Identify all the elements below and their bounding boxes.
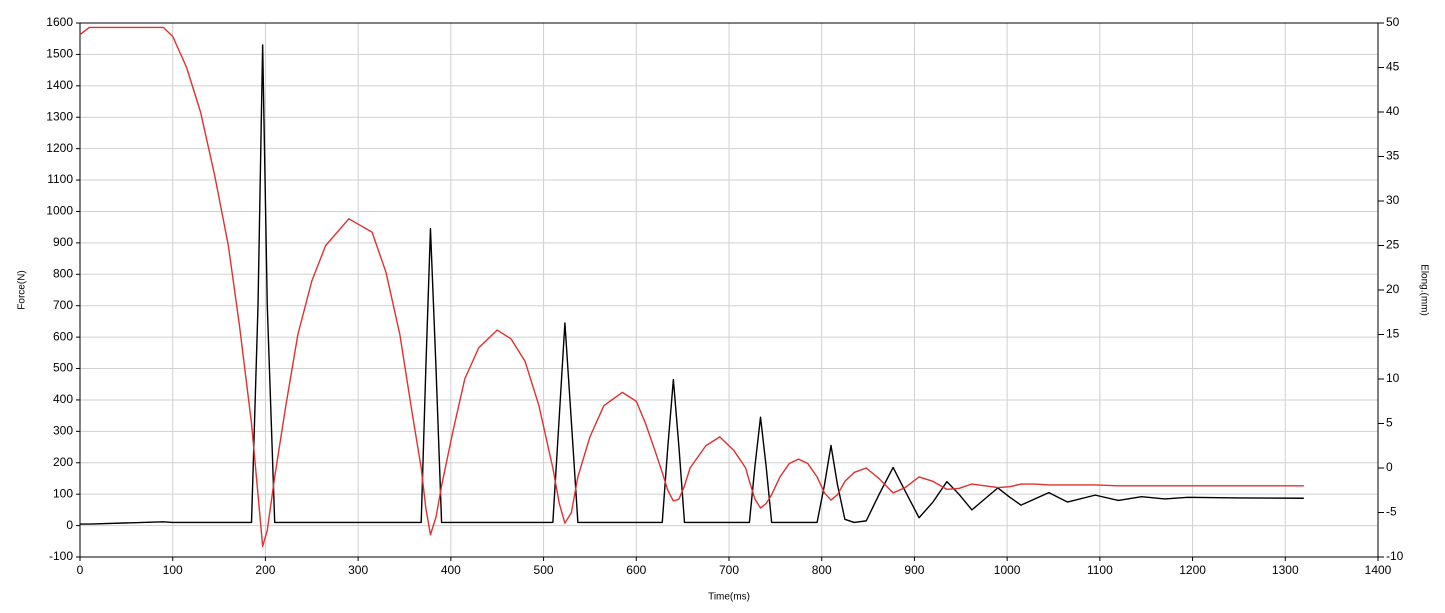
y-tick-label: 200 [53,455,73,469]
y-tick-label: 1300 [46,109,73,123]
x-tick-label: 900 [904,563,924,577]
x-tick-label: 1000 [994,563,1021,577]
x-tick-label: 300 [348,563,368,577]
x-tick-label: 200 [255,563,275,577]
y2-tick-label: 40 [1386,104,1400,118]
y-tick-label: 400 [53,392,73,406]
x-tick-label: 700 [719,563,739,577]
x-tick-label: 0 [77,563,84,577]
y-tick-label: 600 [53,329,73,343]
y2-tick-label: 45 [1386,60,1400,74]
y2-tick-label: 35 [1386,149,1400,163]
y2-tick-label: 50 [1386,15,1400,29]
y-tick-label: 1000 [46,204,73,218]
x-tick-label: 500 [534,563,554,577]
y-tick-label: -100 [49,549,73,563]
y2-axis-label: Elong.(mm) [1418,264,1429,316]
y-tick-label: 1400 [46,78,73,92]
x-tick-label: 1200 [1179,563,1206,577]
y2-tick-label: 25 [1386,238,1400,252]
x-tick-label: 1300 [1272,563,1299,577]
x-tick-label: 800 [812,563,832,577]
x-tick-label: 100 [163,563,183,577]
y2-tick-label: 20 [1386,282,1400,296]
x-tick-label: 1400 [1365,563,1392,577]
y-tick-label: 300 [53,424,73,438]
line [80,44,1304,525]
y2-tick-label: 15 [1386,327,1400,341]
y-tick-label: 800 [53,266,73,280]
y-tick-label: 100 [53,486,73,500]
x-tick-label: 400 [441,563,461,577]
y-tick-label: 0 [66,518,73,532]
y-tick-label: 700 [53,298,73,312]
y-tick-label: 1200 [46,141,73,155]
x-tick-label: 1100 [1087,563,1113,577]
y-tick-label: 500 [53,361,73,375]
y-tick-label: 1500 [46,47,73,61]
y-tick-label: 1600 [46,15,73,29]
y2-tick-label: -5 [1386,505,1397,519]
y2-tick-label: 10 [1386,371,1400,385]
y-tick-label: 900 [53,235,73,249]
x-axis-label: Time(ms) [708,592,750,603]
x-tick-label: 600 [626,563,646,577]
y-axis-label: Force(N) [17,270,28,309]
y-tick-label: 1100 [47,172,73,186]
line [79,26,1304,548]
y2-tick-label: 0 [1386,460,1393,474]
y2-tick-label: 30 [1386,193,1400,207]
y2-tick-label: 5 [1386,416,1393,430]
y2-tick-label: -10 [1386,549,1404,563]
plot-frame [79,22,1379,558]
